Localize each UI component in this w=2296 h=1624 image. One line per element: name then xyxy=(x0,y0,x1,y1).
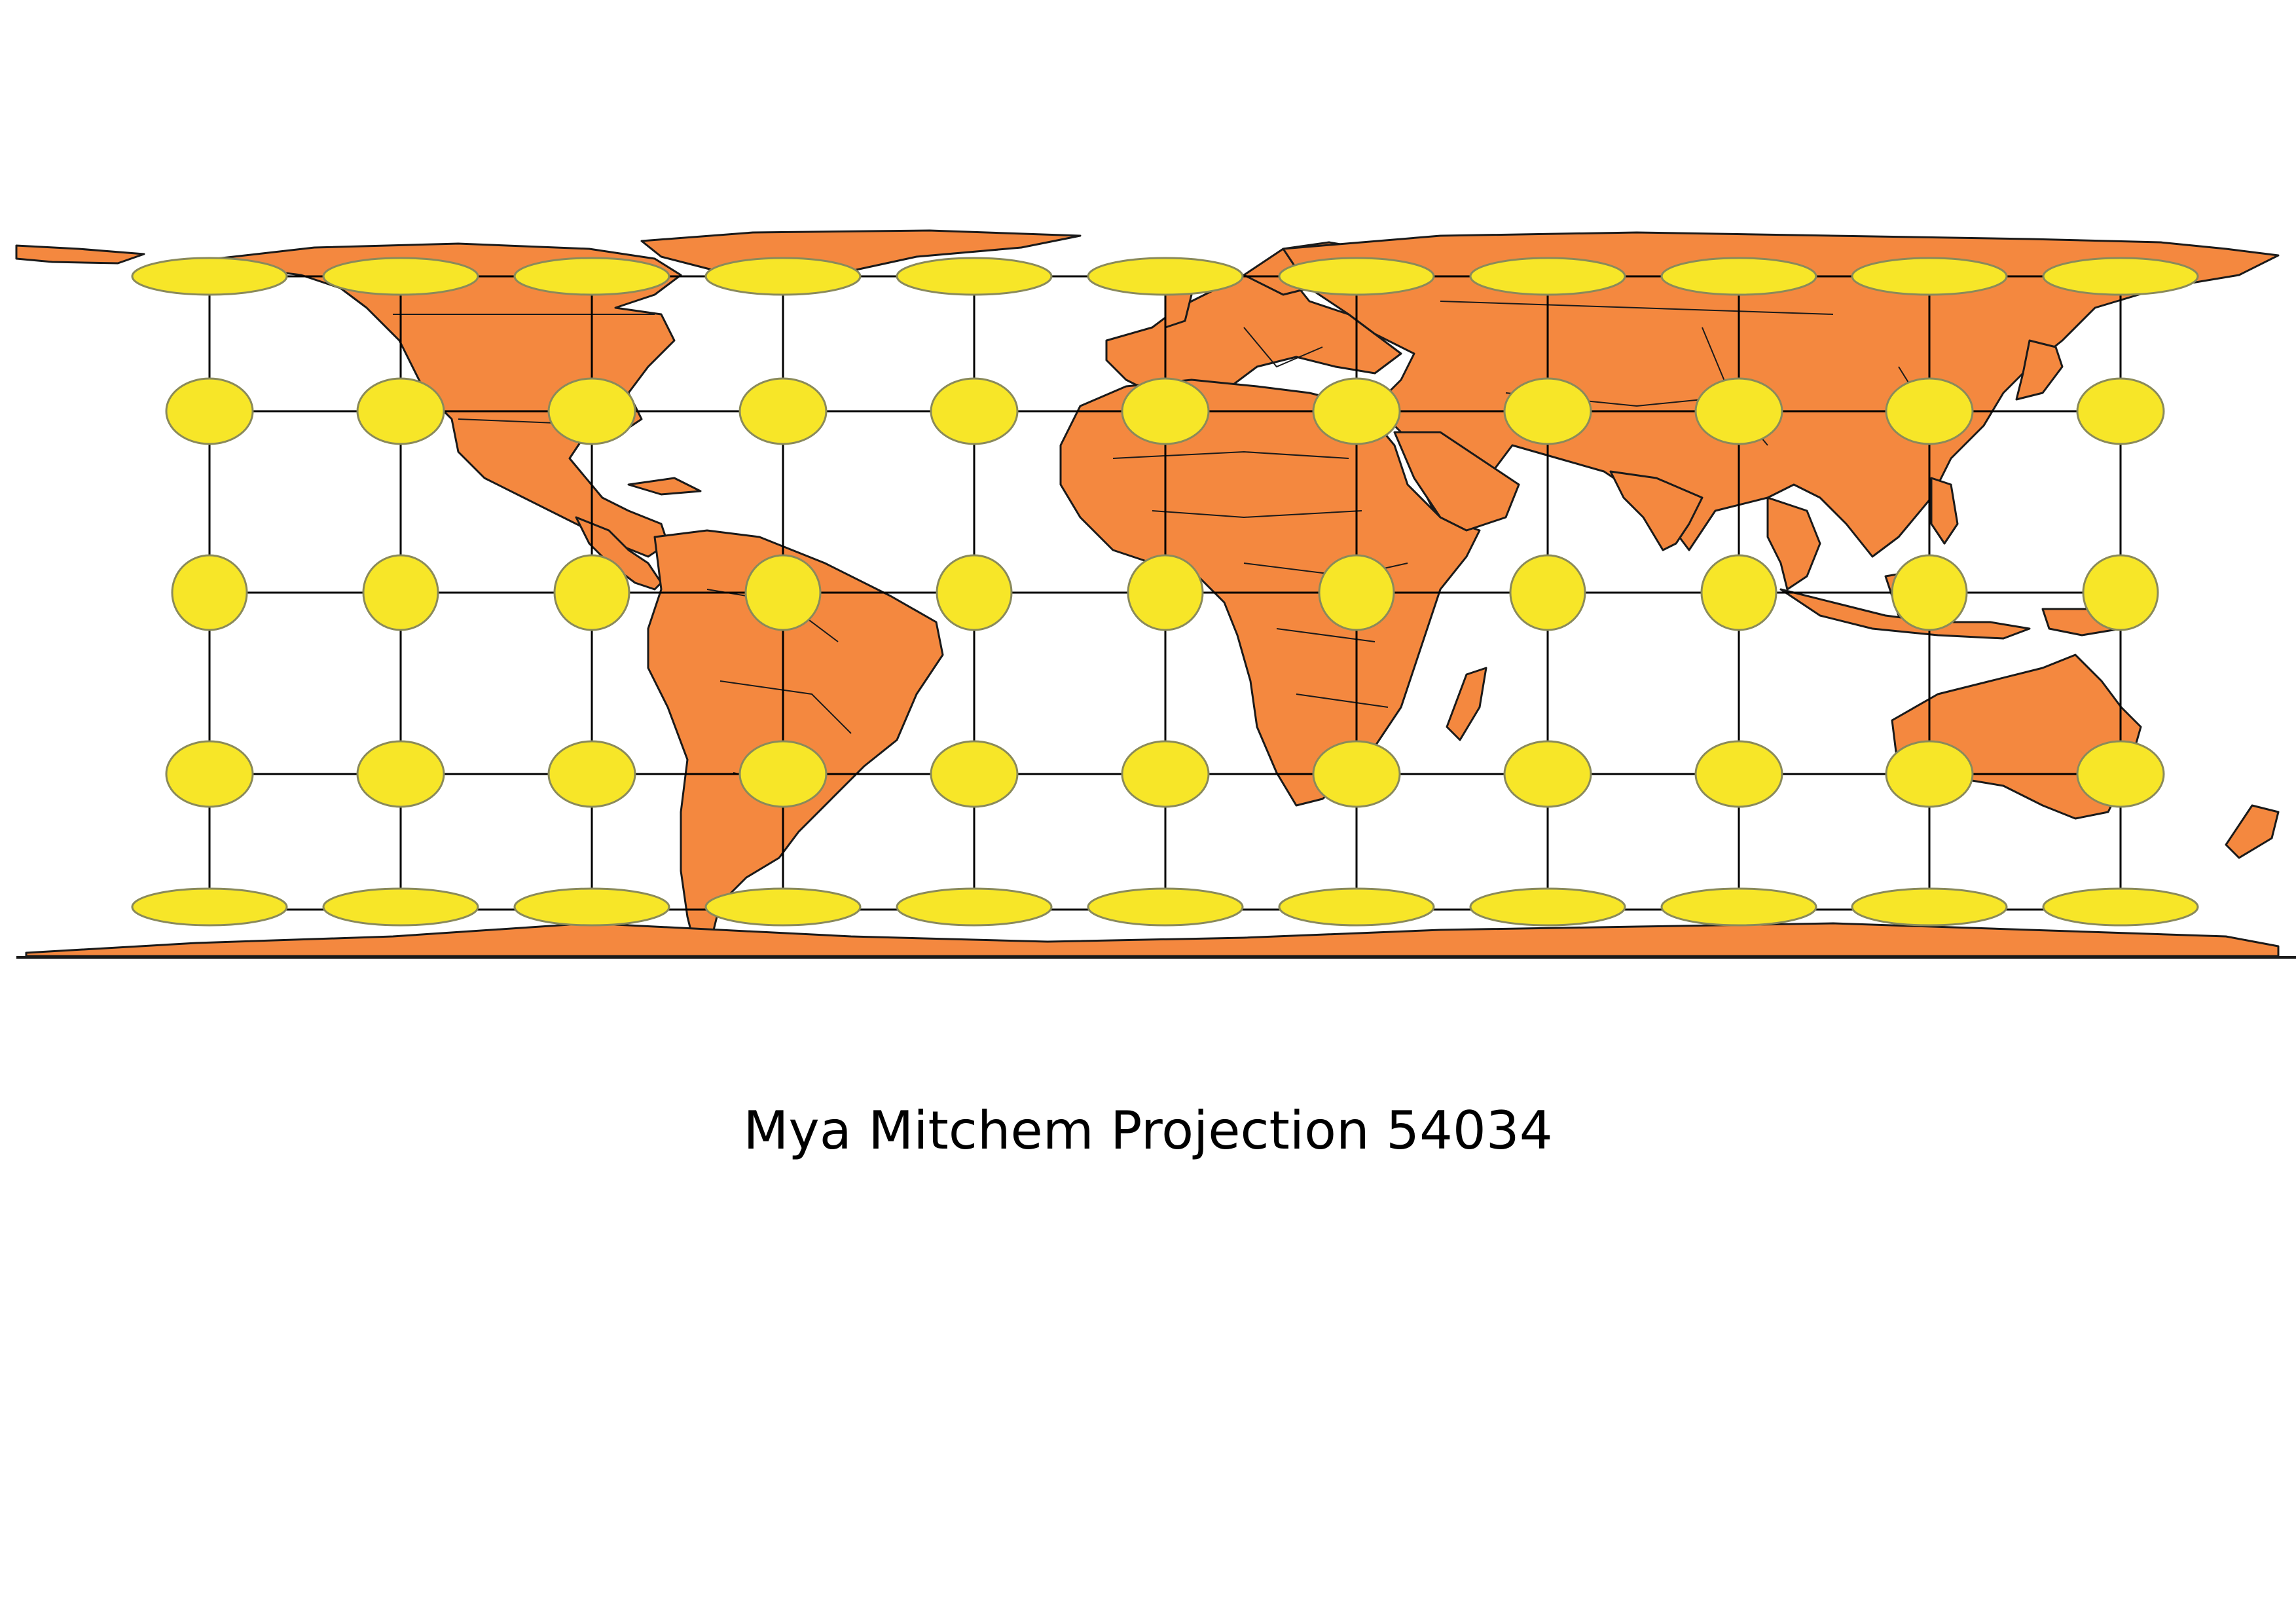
indicatrix xyxy=(1851,887,2008,927)
indicatrix xyxy=(896,257,1053,296)
indicatrix xyxy=(513,887,670,927)
indicatrix xyxy=(1312,740,1401,808)
new-zealand xyxy=(2225,804,2280,859)
tissot-indicatrices xyxy=(131,257,2199,927)
indicatrix xyxy=(356,377,445,445)
indicatrix xyxy=(936,554,1013,631)
indicatrix xyxy=(2076,377,2165,445)
indicatrix xyxy=(1851,257,2008,296)
cuba xyxy=(627,477,702,496)
arabia xyxy=(1393,431,1520,532)
indicatrix xyxy=(1694,377,1783,445)
indicatrix xyxy=(1469,887,1626,927)
indicatrix xyxy=(1121,740,1210,808)
indicatrix xyxy=(704,257,862,296)
indicatrix xyxy=(322,257,479,296)
indicatrix xyxy=(896,887,1053,927)
north-america xyxy=(215,242,682,558)
indicatrix xyxy=(547,740,636,808)
japan xyxy=(2015,339,2064,401)
indicatrix xyxy=(1318,554,1395,631)
map-title: Mya Mitchem Projection 54034 xyxy=(743,1100,1553,1161)
indicatrix xyxy=(1127,554,1204,631)
indicatrix xyxy=(1885,377,1974,445)
indicatrix xyxy=(1509,554,1586,631)
antarctica xyxy=(25,922,2280,957)
indicatrix xyxy=(704,887,862,927)
indicatrix xyxy=(1660,257,1817,296)
indicatrix xyxy=(1694,740,1783,808)
indicatrix xyxy=(2076,740,2165,808)
indicatrix xyxy=(930,740,1019,808)
indicatrix xyxy=(131,257,288,296)
alaska-west xyxy=(15,244,145,265)
indicatrix xyxy=(2042,257,2199,296)
indicatrix xyxy=(2082,554,2159,631)
indicatrix xyxy=(1885,740,1974,808)
indicatrix xyxy=(1312,377,1401,445)
indicatrix xyxy=(1891,554,1968,631)
india xyxy=(1609,470,1704,551)
indicatrix xyxy=(738,740,828,808)
indicatrix xyxy=(1700,554,1777,631)
indicatrix xyxy=(553,554,630,631)
indicatrix xyxy=(1503,377,1592,445)
philippines xyxy=(1930,477,1959,545)
south-america xyxy=(647,529,944,944)
indicatrix xyxy=(1087,257,1244,296)
indicatrix xyxy=(1121,377,1210,445)
indicatrix xyxy=(1469,257,1626,296)
indicatrix xyxy=(930,377,1019,445)
indicatrix xyxy=(1087,887,1244,927)
southeast-asia xyxy=(1766,496,1821,591)
indicatrix xyxy=(1660,887,1817,927)
indicatrix xyxy=(1503,740,1592,808)
indicatrix xyxy=(165,377,254,445)
indicatrix xyxy=(1278,257,1435,296)
indonesia xyxy=(1779,588,2031,640)
indicatrix xyxy=(738,377,828,445)
indicatrix xyxy=(1278,887,1435,927)
indicatrix xyxy=(513,257,670,296)
indicatrix xyxy=(171,554,248,631)
central-america xyxy=(575,516,663,591)
indicatrix xyxy=(165,740,254,808)
indicatrix xyxy=(131,887,288,927)
indicatrix xyxy=(547,377,636,445)
asia xyxy=(1282,231,2280,558)
indicatrix xyxy=(744,554,822,631)
madagascar xyxy=(1446,667,1487,741)
indicatrix xyxy=(2042,887,2199,927)
indicatrix xyxy=(322,887,479,927)
indicatrix xyxy=(362,554,439,631)
indicatrix xyxy=(356,740,445,808)
